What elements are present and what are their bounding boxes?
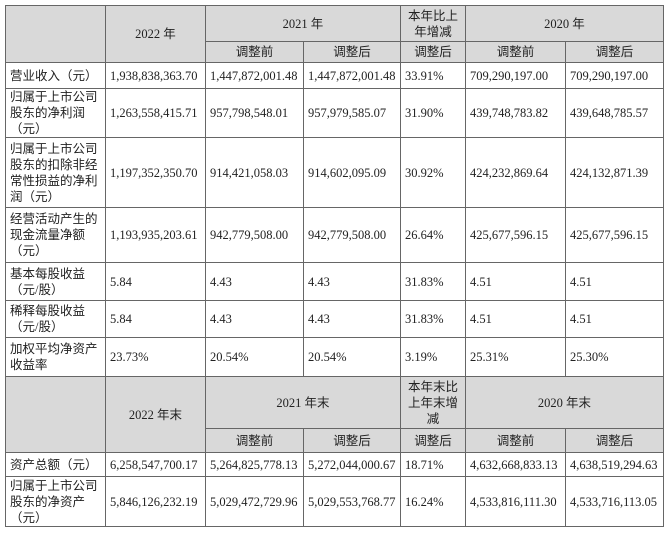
table-cell: 1,263,558,415.71: [105, 88, 206, 138]
header-cell: 2021 年末: [205, 376, 401, 429]
table-row: 加权平均净资产收益率 23.73% 20.54% 20.54% 3.19% 25.31% 2…: [5, 337, 664, 377]
table-cell: 1,193,935,203.61: [105, 207, 206, 263]
table-cell: 957,798,548.01: [205, 88, 304, 138]
table-cell: 439,748,783.82: [465, 88, 566, 138]
table-cell: 4.43: [205, 262, 304, 301]
table-cell: 1,447,872,001.48: [303, 62, 401, 89]
table-cell: 1,197,352,350.70: [105, 137, 206, 208]
table-cell: 425,677,596.15: [465, 207, 566, 263]
table-cell: 4,638,519,294.63: [565, 452, 664, 477]
table-row: 营业收入（元） 1,938,838,363.70 1,447,872,001.48 1…: [5, 62, 664, 89]
table-cell: 957,979,585.07: [303, 88, 401, 138]
financial-table: 2022 年 2021 年本年比上年增减 2020 年调整前 调整后 调整后 调整前 调整后…: [5, 5, 664, 527]
table-cell: 425,677,596.15: [565, 207, 664, 263]
row-label: 归属于上市公司股东的净利润（元）: [5, 88, 106, 138]
table-cell: 4,533,716,113.05: [565, 476, 664, 527]
table-cell: 424,132,871.39: [565, 137, 664, 208]
sub-header-cell: 调整前: [205, 428, 304, 453]
sub-header-cell: 调整前: [205, 41, 304, 63]
table-cell: 914,421,058.03: [205, 137, 304, 208]
table-cell: 18.71%: [400, 452, 466, 477]
table-cell: 5.84: [105, 300, 206, 338]
sub-header-cell: 调整后: [303, 428, 401, 453]
table-row: 归属于上市公司股东的净资产（元） 5,846,126,232.19 5,029,47…: [5, 476, 664, 527]
table-row: 资产总额（元） 6,258,547,700.17 5,264,825,778.13 5…: [5, 452, 664, 477]
table-cell: 5,029,553,768.77: [303, 476, 401, 527]
table-cell: 30.92%: [400, 137, 466, 208]
sub-header-cell: 调整前: [465, 41, 566, 63]
table-cell: 25.31%: [465, 337, 566, 377]
sub-header-cell: 调整后: [565, 41, 664, 63]
table-cell: 33.91%: [400, 62, 466, 89]
table-cell: 31.83%: [400, 262, 466, 301]
table-cell: 1,938,838,363.70: [105, 62, 206, 89]
header-cell: 2020 年末: [465, 376, 664, 429]
row-label: 归属于上市公司股东的扣除非经常性损益的净利润（元）: [5, 137, 106, 208]
table-cell: 424,232,869.64: [465, 137, 566, 208]
table-row: 基本每股收益（元/股） 5.84 4.43 4.43 31.83% 4.51 4.51: [5, 262, 664, 301]
table-cell: 3.19%: [400, 337, 466, 377]
table-cell: 4.51: [565, 300, 664, 338]
table-row: 2022 年 2021 年本年比上年增减 2020 年: [5, 5, 664, 63]
table-cell: 4.43: [205, 300, 304, 338]
header-cell: 本年比上年增减: [400, 5, 466, 42]
table-cell: 4,533,816,111.30: [465, 476, 566, 527]
table-cell: 1,447,872,001.48: [205, 62, 304, 89]
header-cell: 2021 年: [205, 5, 401, 42]
row-label: 资产总额（元）: [5, 452, 106, 477]
row-label: 营业收入（元）: [5, 62, 106, 89]
header-cell: 2022 年: [105, 5, 206, 63]
sub-header-cell: 调整后: [400, 428, 466, 453]
header-cell: 2022 年末: [105, 376, 206, 453]
table-cell: 26.64%: [400, 207, 466, 263]
header-cell: 2020 年: [465, 5, 664, 42]
table-cell: 31.90%: [400, 88, 466, 138]
table-cell: 5,846,126,232.19: [105, 476, 206, 527]
header-blank: [5, 5, 106, 63]
table-row: 调整前 调整后 调整后 调整前 调整后: [6, 428, 664, 453]
table-row: 经营活动产生的现金流量净额（元） 1,193,935,203.61 942,779,…: [5, 207, 664, 263]
table-row: 归属于上市公司股东的净利润（元） 1,263,558,415.71 957,798,…: [5, 88, 664, 138]
table-cell: 23.73%: [105, 337, 206, 377]
table-cell: 709,290,197.00: [565, 62, 664, 89]
table-cell: 20.54%: [205, 337, 304, 377]
table-cell: 4.43: [303, 262, 401, 301]
table-cell: 20.54%: [303, 337, 401, 377]
sub-header-cell: 调整后: [565, 428, 664, 453]
row-label: 归属于上市公司股东的净资产（元）: [5, 476, 106, 527]
table-cell: 4.51: [565, 262, 664, 301]
table-cell: 5,029,472,729.96: [205, 476, 304, 527]
header-blank: [5, 376, 106, 453]
table-cell: 942,779,508.00: [303, 207, 401, 263]
table-cell: 6,258,547,700.17: [105, 452, 206, 477]
sub-header-cell: 调整后: [400, 41, 466, 63]
table-cell: 709,290,197.00: [465, 62, 566, 89]
table-cell: 4,632,668,833.13: [465, 452, 566, 477]
table-cell: 914,602,095.09: [303, 137, 401, 208]
row-label: 加权平均净资产收益率: [5, 337, 106, 377]
row-label: 基本每股收益（元/股）: [5, 262, 106, 301]
row-label: 经营活动产生的现金流量净额（元）: [5, 207, 106, 263]
table-cell: 5,264,825,778.13: [205, 452, 304, 477]
table-row: 稀释每股收益（元/股） 5.84 4.43 4.43 31.83% 4.51 4.51: [5, 300, 664, 338]
table-cell: 4.43: [303, 300, 401, 338]
table-cell: 5,272,044,000.67: [303, 452, 401, 477]
table-cell: 4.51: [465, 300, 566, 338]
table-cell: 25.30%: [565, 337, 664, 377]
table-cell: 4.51: [465, 262, 566, 301]
sub-header-cell: 调整前: [465, 428, 566, 453]
table-row: 调整前 调整后 调整后 调整前 调整后: [6, 41, 664, 63]
table-cell: 942,779,508.00: [205, 207, 304, 263]
sub-header-cell: 调整后: [303, 41, 401, 63]
table-row: 2022 年末 2021 年末 本年末比上年末增减 2020 年末: [5, 376, 664, 453]
row-label: 稀释每股收益（元/股）: [5, 300, 106, 338]
table-cell: 439,648,785.57: [565, 88, 664, 138]
table-row: 归属于上市公司股东的扣除非经常性损益的净利润（元） 1,197,352,350.7…: [5, 137, 664, 208]
table-body: 2022 年 2021 年本年比上年增减 2020 年调整前 调整后 调整后 调整前 调整后…: [5, 5, 664, 527]
table-cell: 5.84: [105, 262, 206, 301]
table-cell: 31.83%: [400, 300, 466, 338]
header-cell: 本年末比上年末增减: [400, 376, 466, 429]
table-cell: 16.24%: [400, 476, 466, 527]
